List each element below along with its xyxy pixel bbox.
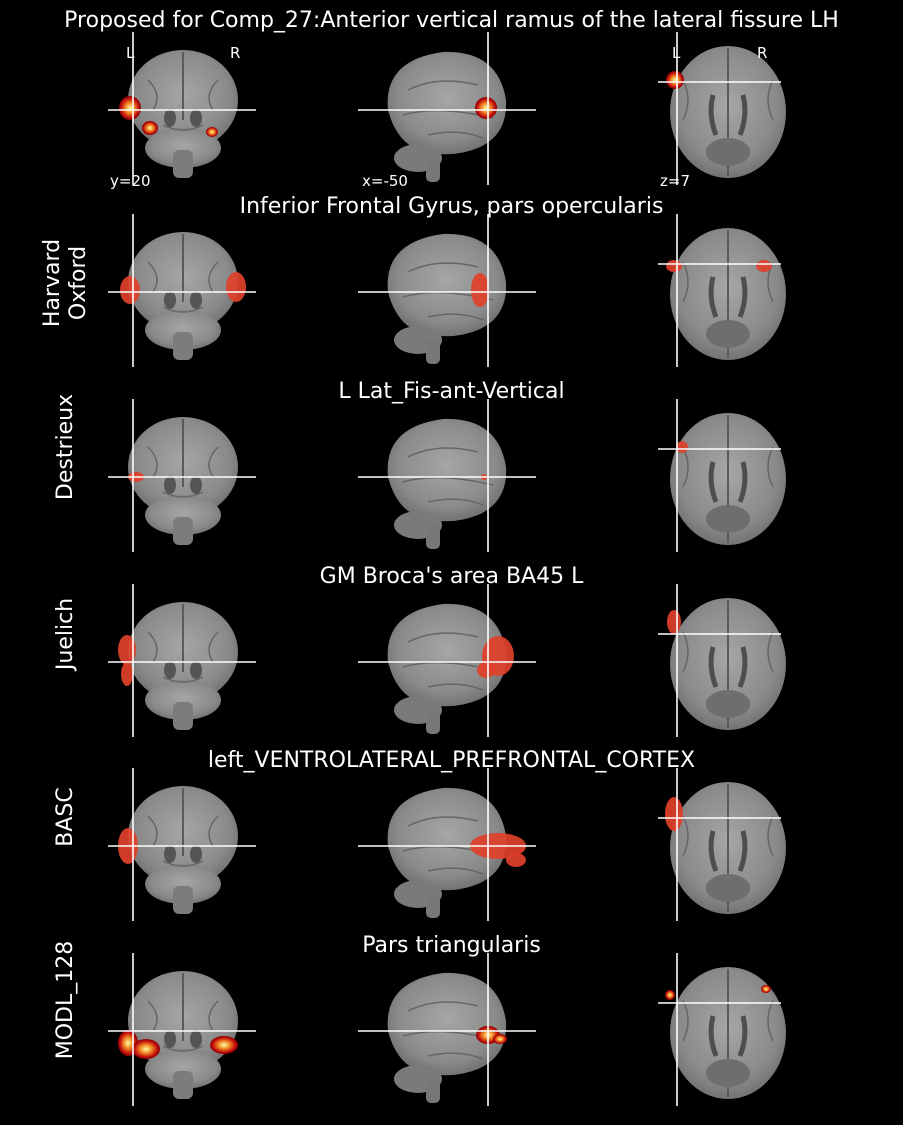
axial-brain-image bbox=[658, 214, 786, 367]
coronal-brain-image bbox=[108, 399, 256, 552]
atlas-name-label: Destrieux bbox=[53, 393, 78, 501]
activation-blob bbox=[667, 610, 681, 634]
axial-brain-image bbox=[658, 768, 786, 921]
coronal-slice-panel bbox=[108, 768, 258, 926]
activation-blob bbox=[756, 260, 772, 272]
coronal-slice-panel bbox=[108, 584, 258, 742]
activation-blob bbox=[121, 662, 133, 686]
atlas-name-label: Harvard Oxford bbox=[40, 238, 91, 328]
activation-blob bbox=[665, 797, 683, 831]
atlas-region-title: left_VENTROLATERAL_PREFRONTAL_CORTEX bbox=[207, 748, 696, 773]
activation-blob bbox=[676, 441, 688, 453]
atlas-region-title: Inferior Frontal Gyrus, pars opercularis bbox=[239, 194, 664, 219]
activation-blob bbox=[665, 990, 675, 1000]
axial-slice-panel bbox=[658, 32, 786, 190]
axial-slice-panel bbox=[658, 768, 786, 926]
atlas-region-title: GM Broca's area BA45 L bbox=[319, 564, 584, 589]
axial-brain-image bbox=[658, 32, 786, 185]
orientation-left-label: L bbox=[672, 44, 681, 62]
sagittal-slice-panel bbox=[358, 399, 538, 557]
activation-blob bbox=[210, 1036, 238, 1054]
sagittal-brain-image bbox=[358, 214, 536, 367]
atlas-region-title: Pars triangularis bbox=[362, 933, 541, 958]
activation-blob bbox=[761, 985, 771, 993]
coronal-slice-panel bbox=[108, 399, 258, 557]
coronal-coordinate-label: y=20 bbox=[110, 172, 151, 190]
activation-blob bbox=[666, 260, 682, 272]
coronal-slice-panel bbox=[108, 953, 258, 1111]
sagittal-slice-panel bbox=[358, 768, 538, 926]
axial-slice-panel bbox=[658, 584, 786, 742]
activation-blob bbox=[119, 96, 141, 120]
activation-blob bbox=[120, 276, 140, 304]
axial-coordinate-label: z=7 bbox=[660, 172, 690, 190]
sagittal-brain-image bbox=[358, 953, 536, 1106]
orientation-right-label: R bbox=[230, 44, 241, 62]
activation-blob bbox=[118, 635, 136, 665]
atlas-name-label: MODL_128 bbox=[53, 940, 78, 1060]
orientation-right-label: R bbox=[757, 44, 768, 62]
axial-brain-image bbox=[658, 953, 786, 1106]
coronal-brain-image bbox=[108, 214, 256, 367]
activation-blob bbox=[477, 662, 495, 678]
axial-slice-panel bbox=[658, 953, 786, 1111]
activation-blob bbox=[471, 273, 489, 307]
coronal-brain-image bbox=[108, 32, 256, 185]
activation-blob bbox=[142, 121, 158, 135]
coronal-brain-image bbox=[108, 584, 256, 737]
sagittal-slice-panel bbox=[358, 953, 538, 1111]
sagittal-brain-image bbox=[358, 32, 536, 185]
sagittal-brain-image bbox=[358, 584, 536, 737]
sagittal-slice-panel bbox=[358, 584, 538, 742]
coronal-brain-image bbox=[108, 953, 256, 1106]
atlas-name-label: BASC bbox=[53, 787, 78, 847]
activation-blob bbox=[475, 97, 497, 119]
axial-slice-panel bbox=[658, 399, 786, 557]
orientation-left-label: L bbox=[126, 44, 135, 62]
sagittal-slice-panel bbox=[358, 32, 538, 190]
activation-blob bbox=[506, 853, 526, 867]
activation-blob bbox=[132, 1039, 160, 1059]
sagittal-slice-panel bbox=[358, 214, 538, 372]
coronal-slice-panel bbox=[108, 32, 258, 190]
sagittal-brain-image bbox=[358, 768, 536, 921]
activation-blob bbox=[666, 71, 684, 89]
activation-blob bbox=[206, 127, 218, 137]
axial-brain-image bbox=[658, 584, 786, 737]
sagittal-brain-image bbox=[358, 399, 536, 552]
activation-blob bbox=[226, 272, 246, 302]
activation-blob bbox=[493, 1034, 507, 1044]
coronal-brain-image bbox=[108, 768, 256, 921]
axial-brain-image bbox=[658, 399, 786, 552]
sagittal-coordinate-label: x=-50 bbox=[362, 172, 408, 190]
axial-slice-panel bbox=[658, 214, 786, 372]
figure-title: Proposed for Comp_27:Anterior vertical r… bbox=[64, 8, 839, 33]
coronal-slice-panel bbox=[108, 214, 258, 372]
atlas-region-title: L Lat_Fis-ant-Vertical bbox=[338, 379, 565, 404]
atlas-name-label: Juelich bbox=[53, 597, 78, 671]
